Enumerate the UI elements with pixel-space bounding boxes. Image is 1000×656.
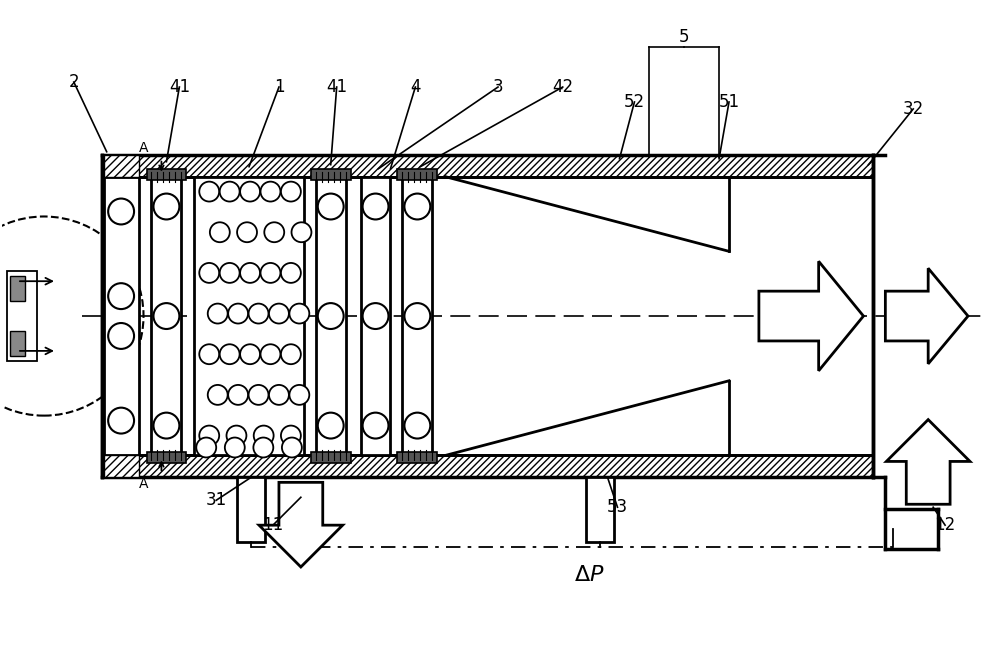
Circle shape <box>240 263 260 283</box>
Circle shape <box>108 407 134 434</box>
Circle shape <box>226 426 246 445</box>
Text: 41: 41 <box>169 78 190 96</box>
Circle shape <box>281 182 301 201</box>
Text: $\Delta P$: $\Delta P$ <box>574 565 605 585</box>
Circle shape <box>404 194 430 220</box>
Circle shape <box>281 426 301 445</box>
Bar <box>311 453 351 463</box>
Bar <box>102 155 873 176</box>
Polygon shape <box>259 482 343 567</box>
Text: 12: 12 <box>934 516 956 534</box>
Circle shape <box>289 385 309 405</box>
Circle shape <box>228 385 248 405</box>
Text: 5: 5 <box>679 28 689 46</box>
Circle shape <box>199 426 219 445</box>
Circle shape <box>225 438 245 457</box>
Circle shape <box>264 222 284 242</box>
Circle shape <box>199 182 219 201</box>
Circle shape <box>318 413 344 438</box>
Circle shape <box>404 303 430 329</box>
Bar <box>397 169 437 180</box>
Circle shape <box>208 304 228 323</box>
Text: 4: 4 <box>410 78 421 96</box>
Circle shape <box>281 344 301 364</box>
Text: 11: 11 <box>262 516 284 534</box>
Bar <box>102 455 873 478</box>
Circle shape <box>261 182 280 201</box>
Circle shape <box>363 194 388 220</box>
Circle shape <box>404 413 430 438</box>
Bar <box>7 271 37 361</box>
Bar <box>10 331 25 356</box>
Circle shape <box>289 304 309 323</box>
Circle shape <box>254 426 274 445</box>
Circle shape <box>199 263 219 283</box>
Bar <box>10 276 25 301</box>
Circle shape <box>108 199 134 224</box>
Text: 32: 32 <box>903 100 924 118</box>
Text: 41: 41 <box>326 78 347 96</box>
Text: A: A <box>139 478 148 491</box>
Text: 42: 42 <box>552 78 573 96</box>
Bar <box>194 176 304 455</box>
Circle shape <box>199 344 219 364</box>
Text: A: A <box>139 141 148 155</box>
Circle shape <box>220 344 240 364</box>
Circle shape <box>281 263 301 283</box>
Polygon shape <box>759 261 863 371</box>
Circle shape <box>269 304 289 323</box>
Circle shape <box>363 303 388 329</box>
Polygon shape <box>886 420 970 504</box>
Bar <box>104 176 139 455</box>
Circle shape <box>249 304 268 323</box>
Bar <box>361 176 390 455</box>
Bar <box>104 155 139 176</box>
Circle shape <box>261 344 280 364</box>
Text: 2: 2 <box>68 73 79 91</box>
Circle shape <box>240 344 260 364</box>
Circle shape <box>220 263 240 283</box>
Bar <box>151 176 181 455</box>
Bar <box>147 169 186 180</box>
Circle shape <box>228 304 248 323</box>
Text: 31: 31 <box>206 491 227 509</box>
Circle shape <box>153 413 179 438</box>
Circle shape <box>363 413 388 438</box>
Polygon shape <box>885 268 968 364</box>
Circle shape <box>253 438 273 457</box>
Circle shape <box>196 438 216 457</box>
Circle shape <box>237 222 257 242</box>
Circle shape <box>153 194 179 220</box>
Bar <box>147 453 186 463</box>
Text: 52: 52 <box>624 93 645 111</box>
Circle shape <box>153 303 179 329</box>
Bar <box>104 455 139 478</box>
Circle shape <box>210 222 230 242</box>
Circle shape <box>318 194 344 220</box>
Bar <box>237 478 265 542</box>
Circle shape <box>261 263 280 283</box>
Bar <box>316 176 346 455</box>
Circle shape <box>108 323 134 349</box>
Circle shape <box>220 182 240 201</box>
Circle shape <box>249 385 268 405</box>
Circle shape <box>318 303 344 329</box>
Text: 53: 53 <box>607 499 628 516</box>
Bar <box>402 176 432 455</box>
Bar <box>311 169 351 180</box>
Circle shape <box>282 438 302 457</box>
Bar <box>397 453 437 463</box>
Circle shape <box>292 222 311 242</box>
Bar <box>586 478 614 542</box>
Circle shape <box>108 283 134 309</box>
Text: 3: 3 <box>493 78 503 96</box>
Text: 51: 51 <box>718 93 740 111</box>
Circle shape <box>208 385 228 405</box>
Text: 1: 1 <box>274 78 284 96</box>
Circle shape <box>240 182 260 201</box>
Circle shape <box>269 385 289 405</box>
